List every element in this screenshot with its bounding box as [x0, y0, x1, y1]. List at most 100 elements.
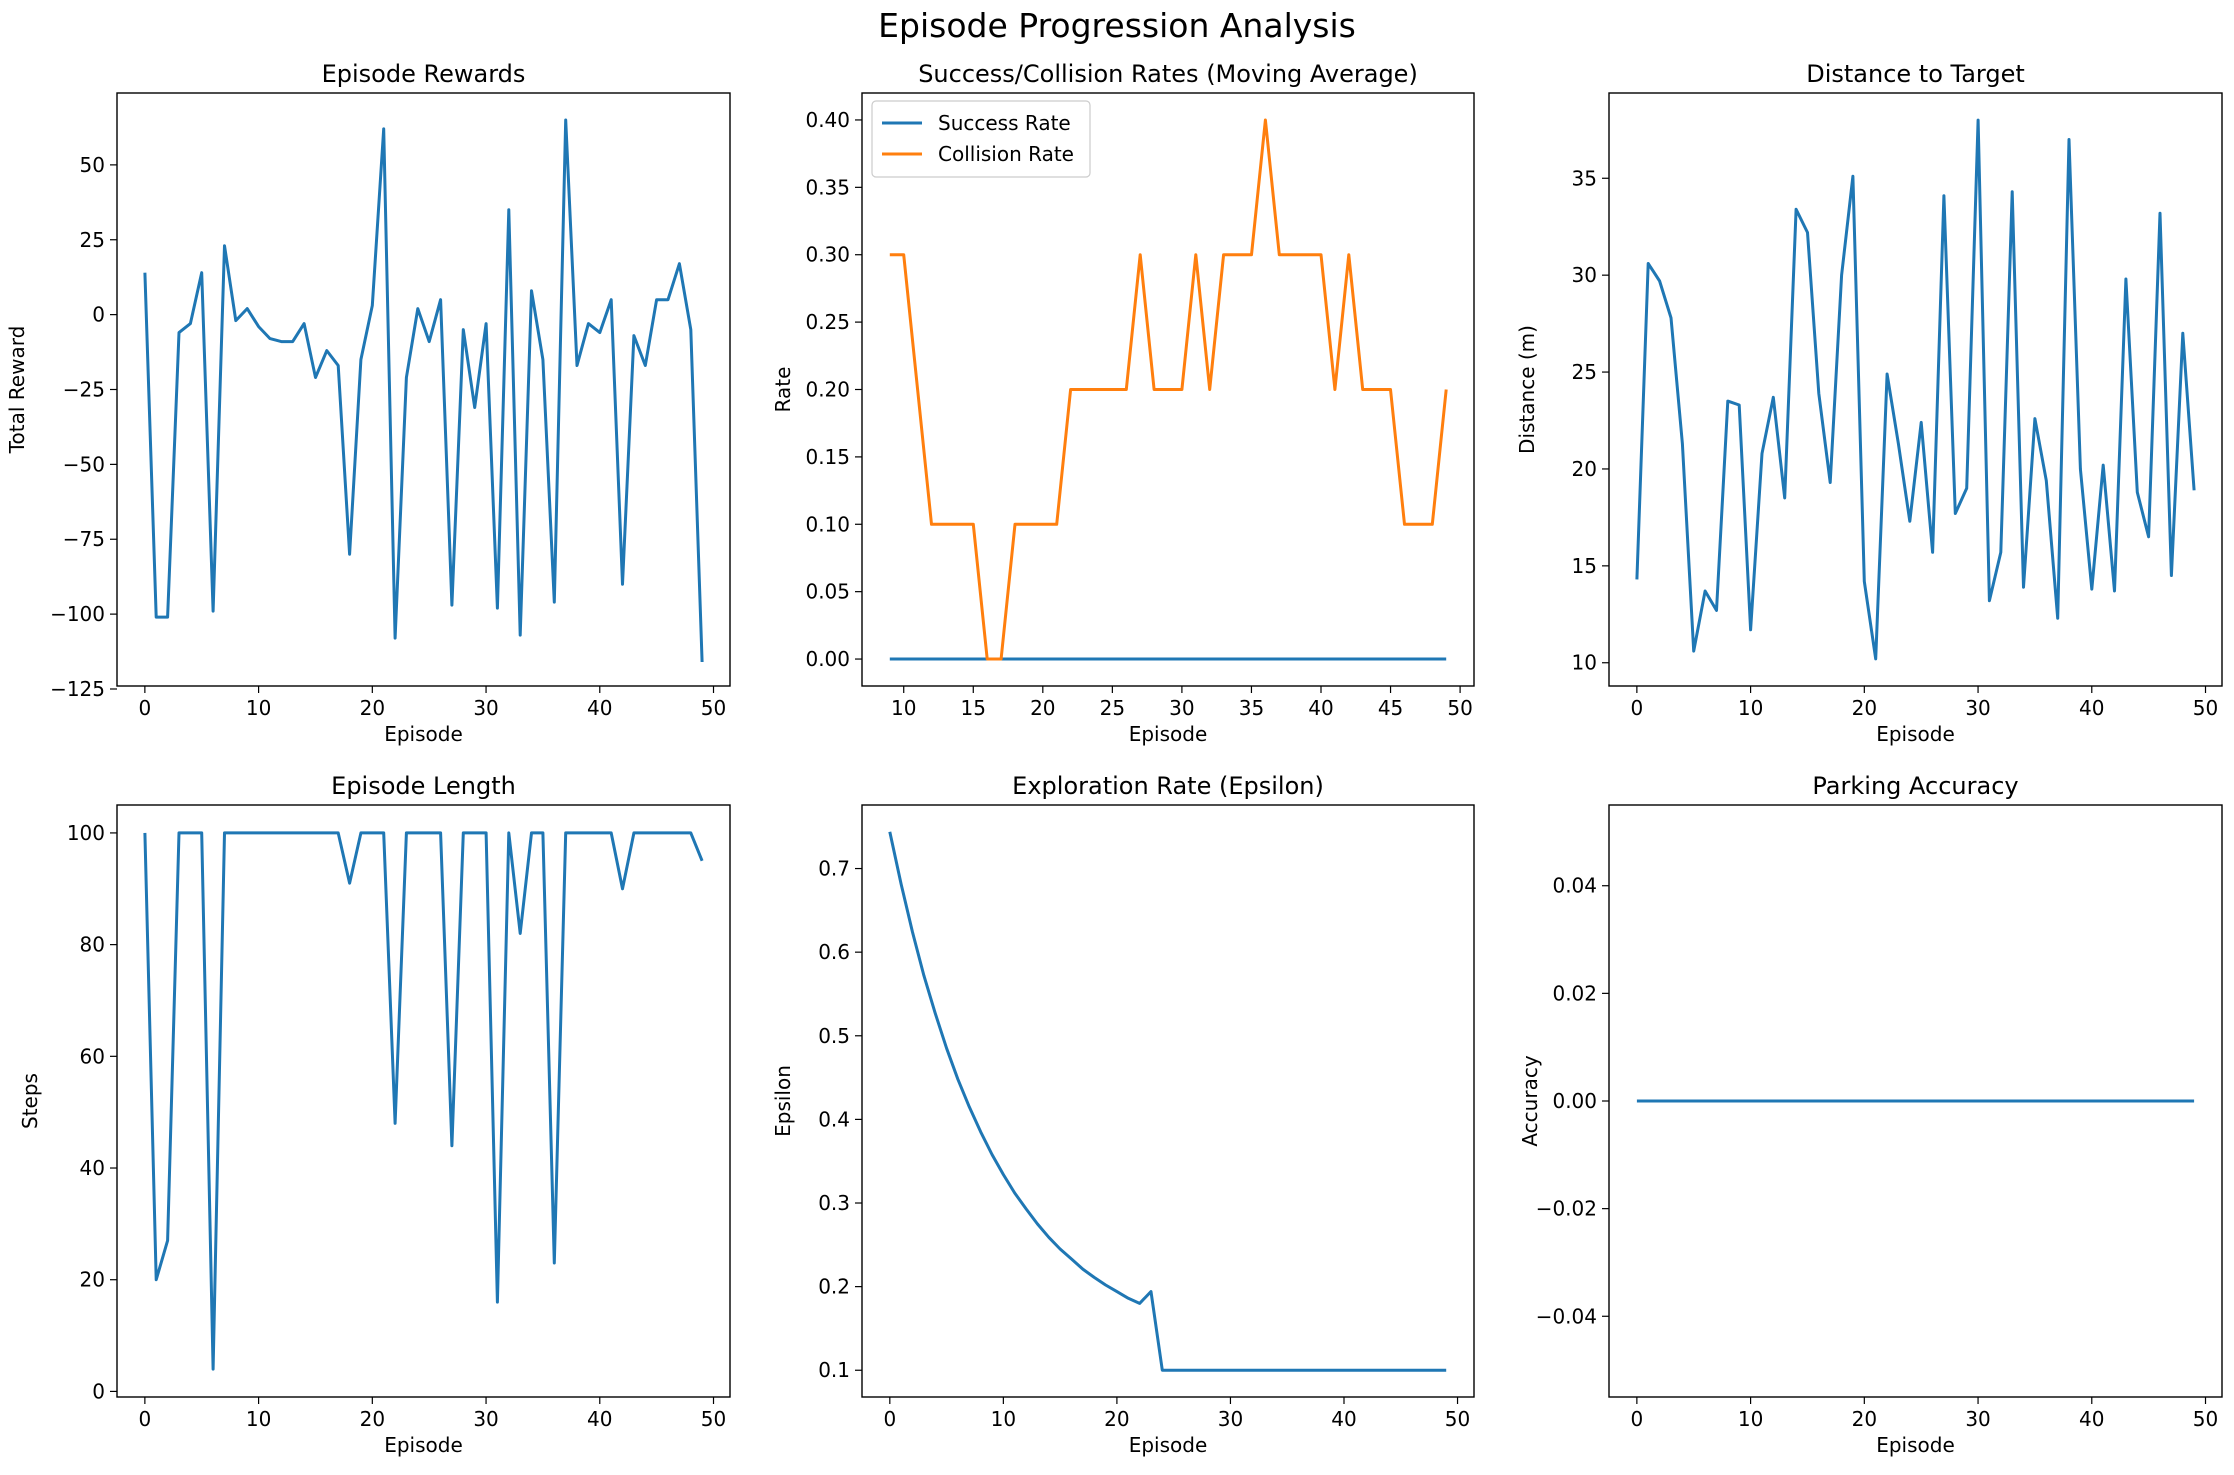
y-tick-label: −100	[50, 602, 105, 626]
subplot-6: Parking Accuracy 0 10 20 30 40 50 −0.04 −0.02 0.0…	[1518, 772, 2223, 1457]
y-tick-label: 100	[67, 821, 105, 845]
x-tick-label: 0	[138, 696, 151, 720]
x-tick-label: 10	[891, 696, 916, 720]
y-axis-label: Epsilon	[771, 1065, 795, 1137]
y-tick-label: 60	[80, 1044, 105, 1068]
x-tick-label: 20	[1852, 696, 1877, 720]
y-axis-label: Rate	[771, 367, 795, 413]
series-line-1	[143, 831, 704, 1371]
legend: Success Rate Collision Rate	[871, 100, 1091, 178]
x-tick-label: 50	[1447, 696, 1472, 720]
y-tick-label: 80	[80, 933, 105, 957]
x-tick-label: 45	[1378, 696, 1403, 720]
y-tick-label: −25	[63, 378, 105, 402]
x-tick-label: 50	[1445, 1407, 1470, 1431]
subplot-title: Exploration Rate (Epsilon)	[1012, 772, 1324, 800]
subplot-3: Distance to Target 0 10 20 30 40 50 10 15 20 25 30 3…	[1515, 60, 2223, 746]
y-tick-label: −125	[50, 677, 105, 701]
x-tick-label: 30	[473, 1407, 498, 1431]
x-tick-label: 15	[961, 696, 986, 720]
y-tick-label: 25	[1572, 360, 1597, 384]
x-tick-label: 10	[246, 1407, 271, 1431]
y-tick-label: 50	[80, 153, 105, 177]
x-tick-label: 30	[1169, 696, 1194, 720]
subplot-title: Episode Length	[331, 772, 516, 800]
y-tick-label: 0.20	[805, 378, 850, 402]
y-axis-label: Distance (m)	[1515, 325, 1539, 454]
subplot-title: Episode Rewards	[322, 60, 526, 88]
x-tick-label: 50	[2193, 1407, 2218, 1431]
y-tick-label: 0.00	[805, 647, 850, 671]
x-tick-label: 10	[1738, 1407, 1763, 1431]
x-tick-label: 35	[1239, 696, 1264, 720]
y-tick-label: −50	[63, 452, 105, 476]
x-tick-label: 0	[1630, 1407, 1643, 1431]
x-tick-label: 30	[1965, 696, 1990, 720]
y-tick-label: 25	[80, 228, 105, 252]
y-tick-label: 0.5	[818, 1024, 850, 1048]
x-tick-label: 0	[138, 1407, 151, 1431]
y-tick-label: −0.04	[1536, 1304, 1597, 1328]
x-tick-label: 0	[883, 1407, 896, 1431]
x-axis-label: Episode	[384, 1433, 463, 1457]
y-tick-label: 30	[1572, 263, 1597, 287]
y-tick-label: 0	[92, 303, 105, 327]
legend-label: Collision Rate	[938, 142, 1074, 166]
y-tick-label: 0.35	[805, 175, 850, 199]
x-tick-label: 30	[1965, 1407, 1990, 1431]
y-tick-label: 0.40	[805, 108, 850, 132]
y-tick-label: 0.15	[805, 445, 850, 469]
legend-box	[871, 100, 1091, 178]
x-axis-label: Episode	[1129, 722, 1208, 746]
y-axis-label: Steps	[18, 1073, 42, 1129]
x-tick-label: 10	[246, 696, 271, 720]
x-axis-label: Episode	[1129, 1433, 1208, 1457]
y-tick-label: 20	[80, 1268, 105, 1292]
series-line-1	[888, 831, 1447, 1372]
x-tick-label: 10	[991, 1407, 1016, 1431]
x-tick-label: 40	[2079, 696, 2104, 720]
x-tick-label: 20	[1104, 1407, 1129, 1431]
x-tick-label: 50	[2193, 696, 2218, 720]
x-tick-label: 25	[1100, 696, 1125, 720]
x-tick-label: 40	[587, 1407, 612, 1431]
y-tick-label: 0.02	[1552, 981, 1597, 1005]
x-tick-label: 40	[1331, 1407, 1356, 1431]
x-tick-label: 20	[1852, 1407, 1877, 1431]
y-tick-label: 0.25	[805, 310, 850, 334]
x-tick-label: 30	[473, 696, 498, 720]
subplot-4: Episode Length 0 10 20 30 40 50 0 20 40 60 80 100 Epi…	[18, 772, 731, 1457]
axes-frame	[116, 804, 731, 1398]
x-tick-label: 10	[1738, 696, 1763, 720]
y-tick-label: 0.10	[805, 512, 850, 536]
x-axis-label: Episode	[1876, 722, 1955, 746]
y-tick-label: 0.2	[818, 1275, 850, 1299]
y-tick-label: 15	[1572, 554, 1597, 578]
subplot-2: Success/Collision Rates (Moving Average)…	[771, 60, 1475, 746]
y-tick-label: 35	[1572, 166, 1597, 190]
y-tick-label: 0.7	[818, 857, 850, 881]
x-tick-label: 0	[1630, 696, 1643, 720]
subplot-1: Episode Rewards 0 10 20 30 40 50 −125 −100 −75 −50…	[5, 60, 731, 746]
y-tick-label: 20	[1572, 457, 1597, 481]
y-tick-label: −75	[63, 527, 105, 551]
subplot-5: Exploration Rate (Epsilon) 0 10 20 30 40 50 0.1…	[771, 772, 1475, 1457]
y-tick-label: 0	[92, 1379, 105, 1403]
y-tick-label: 0.05	[805, 580, 850, 604]
x-tick-label: 40	[587, 696, 612, 720]
x-tick-label: 40	[1308, 696, 1333, 720]
x-tick-label: 40	[2079, 1407, 2104, 1431]
series-line-2	[889, 118, 1448, 661]
axes-frame	[116, 92, 731, 687]
x-axis-label: Episode	[1876, 1433, 1955, 1457]
figure-title: Episode Progression Analysis	[878, 6, 1356, 45]
y-tick-label: −0.02	[1536, 1197, 1597, 1221]
subplot-title: Success/Collision Rates (Moving Average)	[918, 60, 1418, 88]
y-axis-label: Total Reward	[5, 326, 29, 455]
subplot-title: Parking Accuracy	[1812, 772, 2018, 800]
x-tick-label: 30	[1218, 1407, 1243, 1431]
y-tick-label: 0.04	[1552, 874, 1597, 898]
x-tick-label: 20	[360, 696, 385, 720]
y-tick-label: 0.00	[1552, 1089, 1597, 1113]
y-tick-label: 0.3	[818, 1191, 850, 1215]
